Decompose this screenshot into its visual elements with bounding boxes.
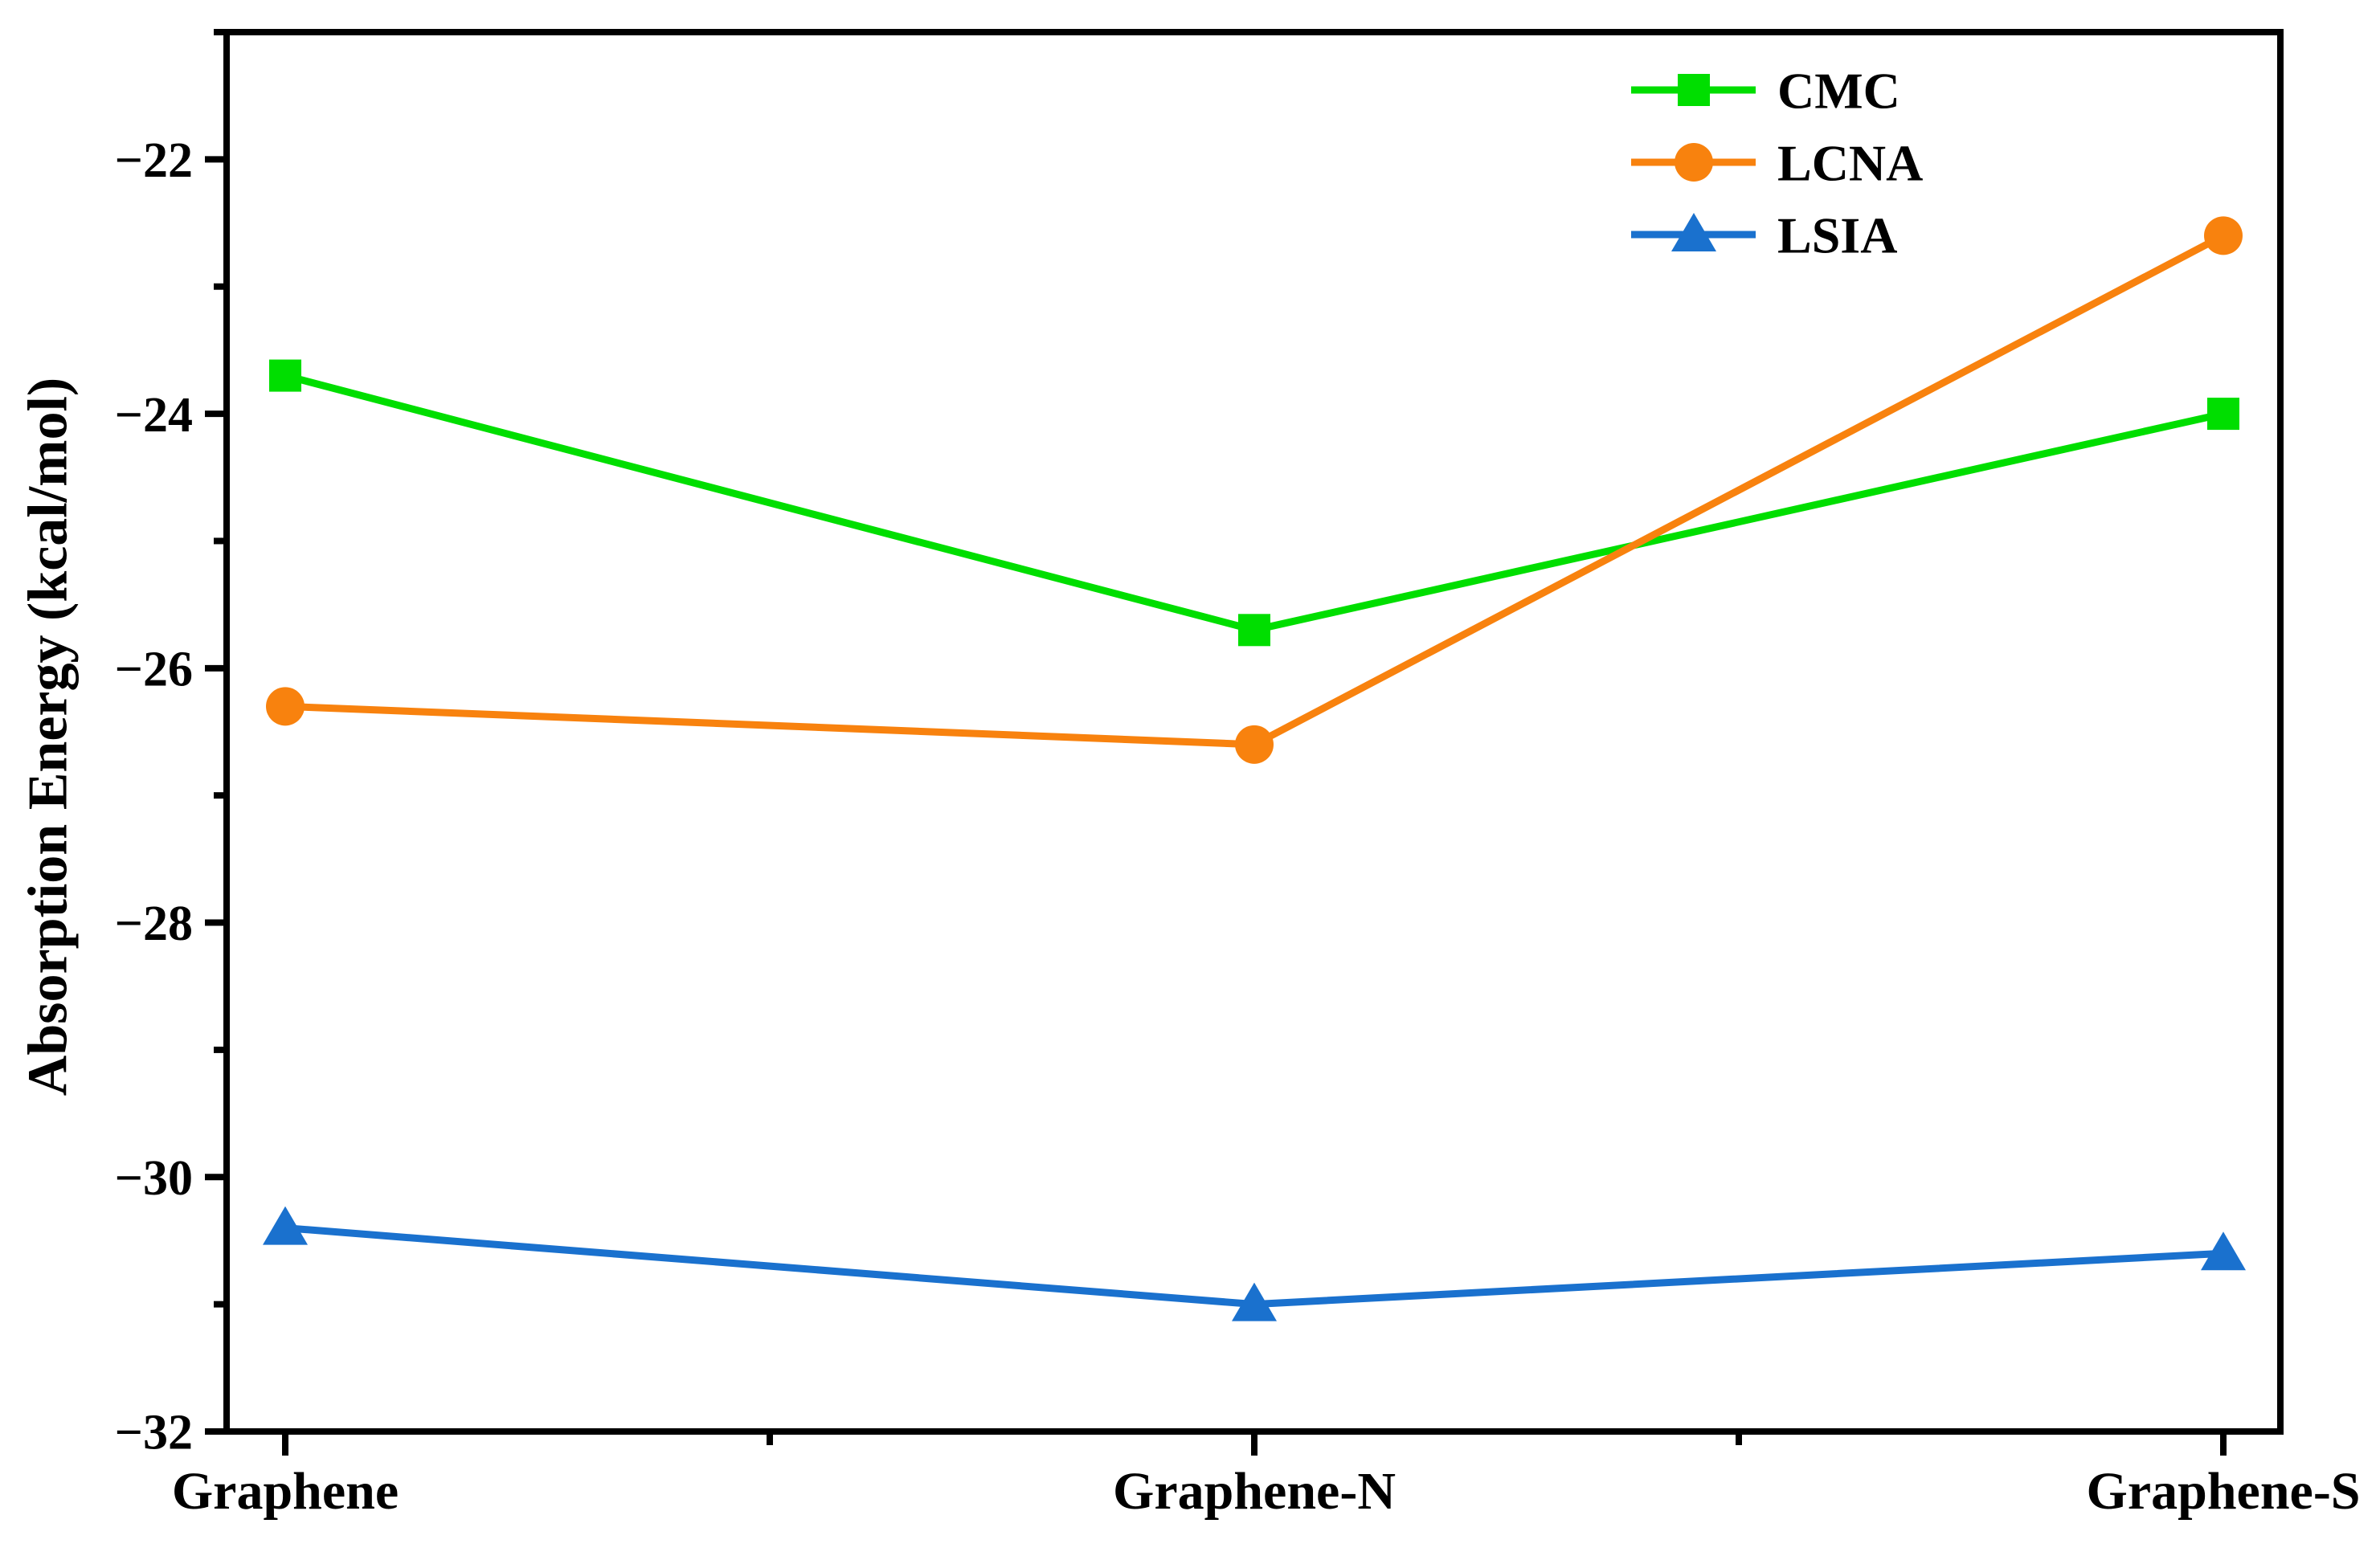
y-axis-tick-label: −26	[115, 643, 193, 697]
circle-marker-lcna-graphene-n	[1235, 725, 1274, 764]
triangle-marker-lsia-graphene-s	[2201, 1231, 2246, 1271]
y-axis-tick-label: −28	[115, 896, 193, 951]
axes-layer: −32 −30 −28 −26 −24 −22 Graphene Graphene-N Grap…	[115, 29, 2361, 1521]
plot-frame	[223, 29, 2284, 1435]
square-marker-cmc-graphene-s	[2207, 398, 2239, 431]
legend-triangle-icon	[1671, 213, 1716, 251]
triangle-marker-lsia-graphene	[263, 1206, 308, 1245]
legend-entry-lsia: LSIA	[1631, 206, 1897, 263]
circle-marker-lcna-graphene	[266, 687, 305, 726]
y-axis-tick-label: −24	[115, 388, 193, 443]
x-axis-category-label: Graphene-N	[1113, 1462, 1396, 1521]
series-line-lcna	[284, 232, 2226, 749]
y-axis-title: Absorption Energy (kcal/mol)	[18, 378, 80, 1096]
triangle-marker-lsia-graphene-n	[1232, 1282, 1277, 1321]
x-axis-category-label: Graphene	[172, 1462, 399, 1521]
y-axis-tick-label: −32	[115, 1406, 193, 1460]
legend-label: LCNA	[1777, 134, 1923, 191]
x-axis-category-label: Graphene-S	[2086, 1462, 2360, 1521]
y-axis-tick-label: −30	[115, 1151, 193, 1206]
legend-circle-icon	[1675, 143, 1713, 182]
y-axis-tick-label: −22	[115, 133, 193, 188]
square-marker-cmc-graphene-n	[1238, 614, 1270, 647]
square-marker-cmc-graphene	[269, 359, 301, 392]
legend-entry-lcna: LCNA	[1631, 134, 1923, 191]
legend: CMC LCNA LSIA	[1631, 62, 1923, 263]
series-line-cmc	[284, 372, 2224, 634]
legend-label: CMC	[1777, 62, 1900, 119]
series-layer	[263, 216, 2246, 1321]
legend-entry-cmc: CMC	[1631, 62, 1900, 119]
circle-marker-lcna-graphene-s	[2204, 216, 2243, 255]
legend-label: LSIA	[1777, 206, 1897, 263]
legend-square-icon	[1678, 74, 1710, 106]
